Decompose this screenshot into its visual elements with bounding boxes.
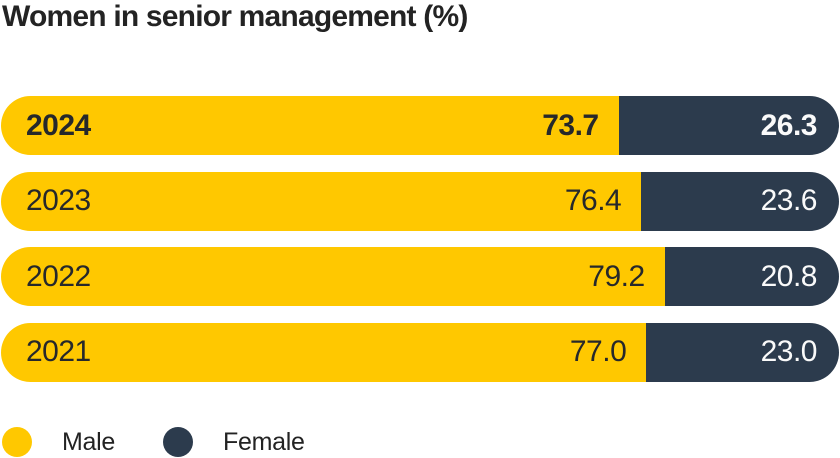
male-value-label: 73.7 xyxy=(542,108,599,142)
legend-label: Male xyxy=(62,427,115,456)
legend-label: Female xyxy=(223,427,305,456)
legend: Male Female xyxy=(2,427,353,457)
legend-item: Female xyxy=(163,427,305,457)
female-value-label: 26.3 xyxy=(760,108,818,142)
legend-color-dot xyxy=(163,427,193,457)
year-label: 2024 xyxy=(26,108,91,142)
bar-chart: 2024 73.7 26.3 2023 76.4 23.6 2022 79.2 … xyxy=(1,96,839,382)
female-bar-segment: 26.3 xyxy=(618,96,839,155)
year-label: 2023 xyxy=(26,184,91,217)
female-bar-segment: 20.8 xyxy=(664,247,839,306)
female-value-label: 23.0 xyxy=(760,335,818,368)
male-bar-segment: 2024 73.7 xyxy=(1,96,619,155)
year-label: 2022 xyxy=(26,259,91,293)
female-value-label: 23.6 xyxy=(760,184,818,217)
male-bar-segment: 2021 77.0 xyxy=(1,322,647,382)
female-value-label: 20.8 xyxy=(760,259,818,293)
bar-row: 2021 77.0 23.0 xyxy=(1,322,839,382)
male-bar-segment: 2022 79.2 xyxy=(1,247,665,306)
bar-row: 2024 73.7 26.3 xyxy=(1,96,839,155)
female-bar-segment: 23.0 xyxy=(646,322,839,382)
year-label: 2021 xyxy=(26,335,91,368)
male-value-label: 79.2 xyxy=(588,259,645,293)
bar-row: 2022 79.2 20.8 xyxy=(1,247,839,306)
bar-row: 2023 76.4 23.6 xyxy=(1,171,839,231)
female-bar-segment: 23.6 xyxy=(641,171,839,231)
legend-color-dot xyxy=(2,427,32,457)
legend-item: Male xyxy=(2,427,115,457)
chart-title: Women in senior management (%) xyxy=(2,0,468,33)
male-value-label: 76.4 xyxy=(564,184,622,217)
male-value-label: 77.0 xyxy=(569,335,627,368)
male-bar-segment: 2023 76.4 xyxy=(1,171,642,231)
